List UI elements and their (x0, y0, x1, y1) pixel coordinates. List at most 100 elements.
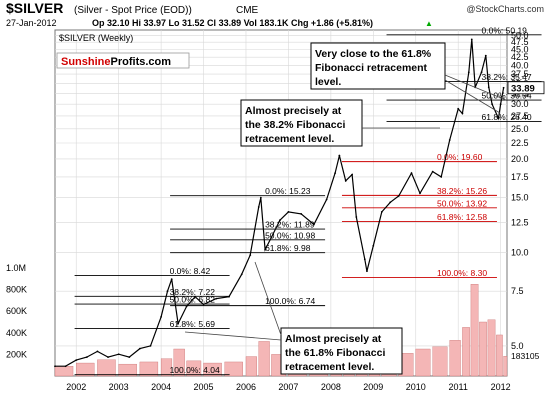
price-point (372, 244, 375, 247)
price-point (334, 172, 337, 175)
fib-level-label: 0.0%: 15.23 (265, 186, 311, 196)
price-point (166, 290, 169, 293)
price-point (160, 315, 163, 318)
y-tick-label: 12.5 (511, 217, 529, 227)
price-point (117, 353, 120, 356)
price-point (351, 173, 353, 176)
volume-bar (479, 321, 487, 377)
stockcharts-credit: @StockCharts.com (466, 4, 544, 14)
svg-text:level.: level. (315, 76, 341, 88)
volume-bar (449, 340, 461, 377)
price-point (149, 344, 152, 347)
fib-level-label: 100.0%: 6.74 (265, 296, 315, 306)
price-point (107, 356, 109, 359)
last-value-label: 33.89 (511, 83, 535, 94)
volume-bar (186, 360, 202, 377)
svg-text:Fibonacci retracement: Fibonacci retracement (315, 62, 428, 74)
volume-bar (432, 346, 448, 377)
symbol-title: $SILVER (6, 0, 63, 16)
y-tick-label: 17.5 (511, 172, 529, 182)
volume-bar (97, 359, 116, 377)
annotation-bottom: Almost precisely at the 61.8% Fibonacci … (280, 327, 403, 375)
fib-level-label: 61.8%: 12.58 (437, 212, 487, 222)
price-point (194, 295, 196, 298)
exchange: CME (236, 5, 259, 16)
volume-bar (462, 327, 470, 377)
y-tick-label: 47.5 (511, 37, 529, 47)
price-point (215, 297, 218, 300)
price-point (410, 172, 413, 175)
series-label: $SILVER (Weekly) (59, 33, 133, 43)
fib-level-label: 61.8%: 5.69 (170, 319, 216, 329)
y-tick-label: 20.0 (511, 154, 529, 164)
y-tick-label: 15.0 (511, 193, 529, 203)
price-point (491, 103, 494, 106)
svg-text:SunshineProfits.com: SunshineProfits.com (61, 56, 171, 68)
svg-text:Almost precisely at: Almost precisely at (245, 105, 342, 117)
price-point (85, 356, 88, 359)
y-tick-label: 42.5 (511, 52, 529, 62)
price-point (431, 170, 434, 173)
price-line (55, 39, 505, 367)
volume-bar (245, 356, 257, 377)
price-point (312, 223, 315, 226)
x-tick-label: 2002 (66, 382, 86, 392)
y-tick-label: 27.5 (511, 111, 529, 121)
price-point (484, 54, 487, 57)
price-point (380, 211, 383, 213)
price-point (270, 236, 273, 239)
price-point (480, 71, 483, 74)
price-point (457, 107, 460, 110)
y-tick-label: 40.0 (511, 60, 529, 70)
y-tick-label: 37.5 (511, 69, 529, 79)
fib-level-label: 100.0%: 4.04 (170, 365, 220, 375)
price-point (487, 86, 490, 89)
price-point (75, 359, 78, 362)
price-point (96, 350, 99, 353)
price-point (344, 179, 347, 182)
price-point (128, 356, 131, 359)
fib-level-label: 38.2%: 15.26 (437, 186, 487, 196)
price-point (202, 303, 205, 306)
x-tick-label: 2006 (236, 382, 256, 392)
price-point (338, 154, 341, 157)
fib-level-label: 0.0%: 19.60 (437, 152, 483, 162)
x-tick-label: 2011 (449, 382, 468, 392)
fib-level-label: 0.0%: 8.42 (170, 266, 211, 276)
x-tick-label: 2004 (151, 382, 171, 392)
price-point (497, 117, 500, 120)
price-point (138, 347, 141, 350)
x-tick-label: 2007 (278, 382, 298, 392)
volume-bar (203, 362, 222, 377)
x-tick-label: 2009 (363, 382, 383, 392)
svg-text:Very close to the 61.8%: Very close to the 61.8% (315, 48, 432, 60)
price-point (228, 295, 230, 298)
fib-level-label: 61.8%: 9.98 (265, 243, 311, 253)
logo-sunshine: Sunshine (61, 56, 111, 68)
fib-level-label: 0.0%: 50.19 (482, 25, 528, 35)
logo-profits: Profits.com (111, 56, 172, 68)
price-point (389, 201, 392, 204)
y-tick-label: 22.5 (511, 138, 529, 148)
price-point (355, 216, 358, 218)
price-point (170, 278, 173, 281)
price-point (419, 192, 421, 195)
volume-bar (224, 361, 243, 377)
volume-bar (54, 366, 74, 377)
price-point (177, 322, 179, 325)
y-tick-label: 25.0 (511, 124, 529, 134)
price-point (325, 198, 328, 201)
price-point (440, 176, 443, 178)
price-point (64, 365, 67, 368)
x-tick-label: 2005 (194, 382, 214, 392)
price-point (240, 273, 243, 276)
volume-axis-label: 600K (6, 306, 27, 316)
y-tick-label: 45.0 (511, 45, 529, 55)
price-point (259, 196, 262, 199)
fib-level-label: 100.0%: 8.30 (437, 268, 487, 278)
fib-level-label: 38.2%: 7.22 (170, 287, 216, 297)
price-point (467, 71, 470, 74)
change-arrow-icon: ▲ (425, 19, 433, 28)
